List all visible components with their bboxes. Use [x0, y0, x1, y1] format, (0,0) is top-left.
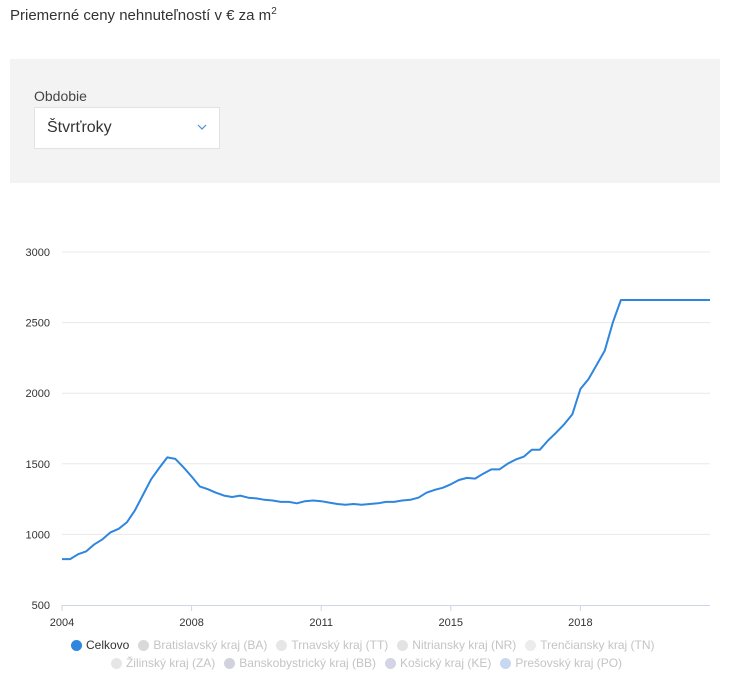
legend-label: Trenčiansky kraj (TN) [540, 638, 655, 652]
y-tick-label: 1000 [26, 529, 50, 541]
legend-marker-icon [224, 657, 236, 669]
period-select[interactable]: Štvrťroky [34, 107, 220, 149]
y-tick-label: 2000 [26, 388, 50, 400]
legend-label: Nitriansky kraj (NR) [412, 638, 517, 652]
legend-label: Košický kraj (KE) [400, 656, 492, 670]
x-tick-label: 2008 [179, 617, 203, 629]
legend-marker-icon [525, 639, 537, 651]
legend-marker-icon [138, 639, 150, 651]
legend-label: Trnavský kraj (TT) [291, 638, 389, 652]
page-title: Priemerné ceny nehnuteľností v € za m2 [10, 6, 277, 24]
y-tick-label: 500 [32, 600, 50, 612]
legend-marker-icon [500, 657, 512, 669]
x-tick-label: 2018 [568, 617, 592, 629]
period-label: Obdobie [34, 88, 87, 104]
y-tick-label: 3000 [26, 247, 50, 259]
legend-label: Celkovo [86, 638, 130, 652]
x-tick-label: 2004 [50, 617, 74, 629]
legend-label: Banskobystrický kraj (BB) [239, 656, 376, 670]
y-axis-ticks: 500 1000 1500 2000 2500 3000 [26, 247, 50, 612]
legend-item[interactable]: Banskobystrický kraj (BB) [224, 654, 376, 672]
series-lines [62, 299, 710, 561]
legend-marker-icon [71, 639, 82, 651]
x-tick-label: 2011 [309, 617, 333, 629]
legend-marker-icon [397, 639, 409, 651]
legend-item[interactable]: Žilinský kraj (ZA) [110, 654, 216, 672]
legend-item[interactable]: Celkovo [71, 636, 129, 654]
legend-item[interactable]: Košický kraj (KE) [385, 654, 491, 672]
y-tick-label: 1500 [26, 459, 50, 471]
legend-marker-icon [110, 657, 122, 669]
legend: Celkovo Bratislavský kraj (BA) Trnavský kr… [71, 636, 711, 672]
y-tick-label: 2500 [26, 318, 50, 330]
series-line-0 [62, 299, 710, 561]
legend-label: Žilinský kraj (ZA) [125, 656, 216, 670]
gridlines [62, 251, 710, 535]
legend-item[interactable]: Nitriansky kraj (NR) [397, 636, 516, 654]
legend-item[interactable]: Bratislavský kraj (BA) [138, 636, 267, 654]
filter-panel: Obdobie Štvrťroky [10, 59, 720, 183]
legend-item[interactable]: Prešovský kraj (PO) [500, 654, 622, 672]
legend-item[interactable]: Trnavský kraj (TT) [276, 636, 388, 654]
x-tick-label: 2015 [439, 617, 463, 629]
period-select-value: Štvrťroky [47, 119, 112, 136]
legend-label: Prešovský kraj (PO) [515, 656, 623, 670]
legend-marker-icon [385, 657, 396, 669]
chevron-down-icon [197, 124, 207, 130]
legend-item[interactable]: Trenčiansky kraj (TN) [525, 636, 655, 654]
legend-marker-icon [276, 639, 288, 651]
x-axis: 2004 2008 2011 2015 2018 [50, 605, 710, 629]
legend-label: Bratislavský kraj (BA) [153, 638, 268, 652]
